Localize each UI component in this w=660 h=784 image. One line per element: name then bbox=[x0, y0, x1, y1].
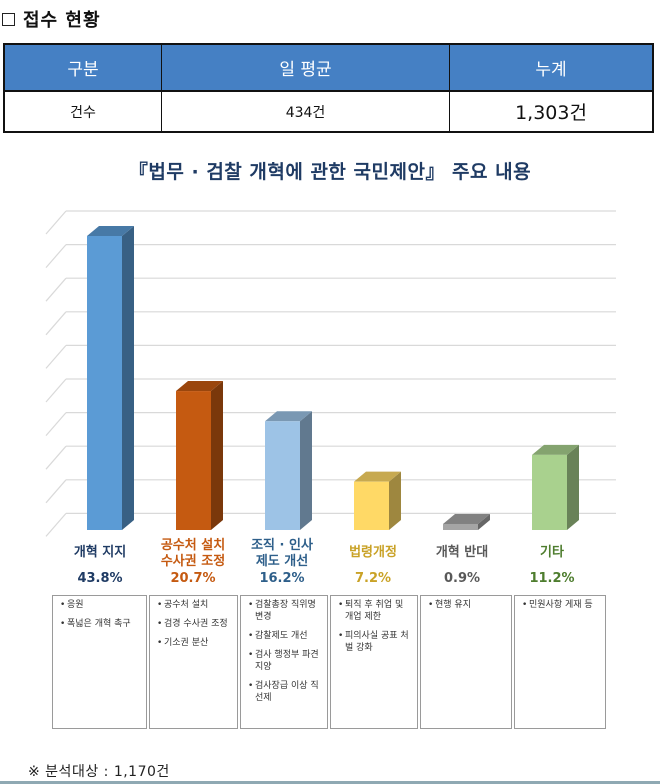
category-label-3: 조직 · 인사 제도 개선 bbox=[237, 538, 327, 570]
category-label-line: 공수처 설치 bbox=[160, 538, 226, 553]
detail-item: 퇴직 후 취업 및 개업 제한 bbox=[338, 599, 413, 623]
category-label-line: 법령개정 bbox=[349, 545, 397, 560]
gridline-depth bbox=[45, 445, 67, 470]
square-bullet-icon bbox=[2, 12, 15, 26]
detail-item: 검경 수사권 조정 bbox=[157, 618, 233, 630]
category-label-1: 개혁 지지 bbox=[55, 545, 145, 561]
section-title: 접수 현황 bbox=[2, 6, 101, 32]
detail-item: 폭넓은 개혁 촉구 bbox=[60, 618, 142, 630]
header-daily-average: 일 평균 bbox=[161, 43, 450, 92]
detail-box-6: 민원사항 게재 등 bbox=[514, 595, 606, 729]
detail-box-2: 공수처 설치검경 수사권 조정기소권 분산 bbox=[149, 595, 238, 729]
gridline-depth bbox=[45, 412, 67, 436]
bar-2 bbox=[176, 381, 223, 530]
bar-chart bbox=[45, 210, 616, 537]
detail-item: 기소권 분산 bbox=[157, 637, 233, 649]
detail-box-5: 현행 유지 bbox=[420, 595, 512, 729]
category-percent-6: 11.2% bbox=[529, 571, 575, 586]
summary-row: 건수 434건 1,303건 bbox=[3, 90, 654, 133]
detail-list: 현행 유지 bbox=[428, 599, 507, 611]
summary-header-row: 구분 일 평균 누계 bbox=[3, 43, 654, 92]
detail-list: 민원사항 게재 등 bbox=[522, 599, 601, 611]
gridline-depth bbox=[45, 479, 67, 504]
detail-list: 퇴직 후 취업 및 개업 제한피의사실 공표 처벌 강화 bbox=[338, 599, 413, 654]
category-label-line: 조직 · 인사 bbox=[251, 538, 313, 553]
bottom-divider bbox=[0, 781, 660, 784]
cell-category: 건수 bbox=[3, 90, 162, 133]
detail-list: 공수처 설치검경 수사권 조정기소권 분산 bbox=[157, 599, 233, 649]
cell-total: 1,303건 bbox=[449, 90, 654, 133]
category-label-line: 기타 bbox=[540, 545, 564, 560]
category-label-line: 개혁 지지 bbox=[73, 545, 127, 560]
gridline-depth bbox=[45, 378, 67, 403]
detail-box-1: 응원폭넓은 개혁 촉구 bbox=[52, 595, 147, 729]
category-percent-4: 7.2% bbox=[354, 571, 392, 586]
detail-item: 공수처 설치 bbox=[157, 599, 233, 611]
detail-box-3: 검찰총장 직위명 변경감찰제도 개선검사 행정부 파견 지양검사장급 이상 직선… bbox=[240, 595, 328, 729]
chart-title: 『법무 · 검찰 개혁에 관한 국민제안』 주요 내용 bbox=[128, 161, 532, 183]
category-label-4: 법령개정 bbox=[328, 545, 418, 561]
detail-item: 검사장급 이상 직선제 bbox=[248, 680, 323, 704]
gridline-depth bbox=[45, 210, 67, 235]
category-percent-3: 16.2% bbox=[259, 571, 305, 586]
detail-list: 응원폭넓은 개혁 촉구 bbox=[60, 599, 142, 630]
category-percent-2: 20.7% bbox=[170, 571, 216, 586]
category-label-line: 개혁 반대 bbox=[435, 545, 489, 560]
detail-list: 검찰총장 직위명 변경감찰제도 개선검사 행정부 파견 지양검사장급 이상 직선… bbox=[248, 599, 323, 704]
summary-table: 구분 일 평균 누계 건수 434건 1,303건 bbox=[3, 43, 654, 133]
header-total: 누계 bbox=[449, 43, 654, 92]
detail-item: 응원 bbox=[60, 599, 142, 611]
gridline-depth bbox=[45, 244, 67, 268]
gridline-depth bbox=[45, 345, 67, 369]
bar-5 bbox=[443, 513, 490, 530]
category-label-6: 기타 bbox=[507, 545, 597, 561]
cell-daily-average: 434건 bbox=[161, 90, 450, 133]
detail-item: 현행 유지 bbox=[428, 599, 507, 611]
bar-4 bbox=[354, 471, 401, 530]
bar-1 bbox=[87, 226, 134, 530]
category-percent-5: 0.9% bbox=[443, 571, 481, 586]
detail-item: 민원사항 게재 등 bbox=[522, 599, 601, 611]
category-percent-1: 43.8% bbox=[77, 571, 123, 586]
gridline-depth bbox=[45, 513, 67, 537]
section-title-text: 접수 현황 bbox=[23, 10, 101, 31]
bar-6 bbox=[532, 444, 579, 530]
gridline-depth bbox=[45, 277, 67, 302]
bar-3 bbox=[265, 411, 312, 530]
detail-item: 감찰제도 개선 bbox=[248, 630, 323, 642]
footnote: ※ 분석대상 : 1,170건 bbox=[28, 764, 170, 780]
gridline-depth bbox=[45, 311, 67, 336]
detail-box-4: 퇴직 후 취업 및 개업 제한피의사실 공표 처벌 강화 bbox=[330, 595, 418, 729]
category-label-2: 공수처 설치 수사권 조정 bbox=[148, 538, 238, 570]
category-label-line: 수사권 조정 bbox=[160, 554, 226, 569]
header-category: 구분 bbox=[3, 43, 162, 92]
detail-item: 피의사실 공표 처벌 강화 bbox=[338, 630, 413, 654]
detail-item: 검사 행정부 파견 지양 bbox=[248, 649, 323, 673]
detail-item: 검찰총장 직위명 변경 bbox=[248, 599, 323, 623]
category-label-line: 제도 개선 bbox=[255, 554, 309, 569]
category-label-5: 개혁 반대 bbox=[417, 545, 507, 561]
